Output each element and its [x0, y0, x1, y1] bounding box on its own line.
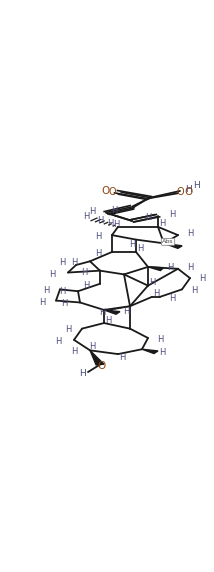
- Polygon shape: [104, 310, 120, 314]
- Text: H: H: [43, 285, 49, 295]
- Text: O: O: [176, 187, 184, 197]
- Text: H: H: [129, 240, 135, 249]
- Text: H: H: [59, 259, 65, 267]
- Text: H: H: [113, 220, 119, 229]
- Text: H: H: [71, 259, 77, 267]
- Text: H: H: [83, 212, 89, 221]
- Text: H: H: [55, 337, 61, 346]
- Text: H: H: [95, 249, 101, 258]
- Text: H: H: [137, 244, 143, 253]
- Text: H: H: [159, 348, 165, 358]
- Text: H: H: [169, 210, 175, 219]
- Text: H: H: [65, 325, 71, 334]
- Text: O: O: [184, 186, 192, 197]
- Text: H: H: [89, 206, 95, 216]
- Text: H: H: [95, 232, 101, 241]
- Text: H: H: [97, 216, 103, 225]
- Text: H: H: [199, 275, 205, 283]
- Polygon shape: [90, 350, 104, 365]
- Text: H: H: [169, 294, 175, 303]
- Text: H: H: [185, 185, 191, 194]
- Text: O: O: [108, 187, 116, 197]
- Text: H: H: [39, 297, 45, 307]
- Text: H: H: [187, 229, 193, 238]
- Polygon shape: [142, 349, 158, 353]
- Polygon shape: [148, 267, 163, 271]
- Text: H: H: [89, 342, 95, 351]
- Text: H: H: [71, 347, 77, 356]
- Text: Abs: Abs: [162, 239, 174, 244]
- Text: H: H: [145, 213, 151, 222]
- Text: H: H: [111, 206, 117, 215]
- Text: O: O: [98, 361, 106, 371]
- Text: H: H: [123, 307, 129, 316]
- Text: H: H: [119, 352, 125, 362]
- Text: H: H: [159, 220, 165, 228]
- Text: H: H: [193, 181, 199, 190]
- Text: H: H: [153, 289, 159, 299]
- Text: H: H: [149, 278, 155, 287]
- Text: O: O: [102, 186, 110, 196]
- Text: H: H: [167, 263, 173, 272]
- Text: H: H: [83, 281, 89, 290]
- Text: H: H: [81, 268, 87, 277]
- Text: H: H: [99, 308, 105, 317]
- Text: H: H: [49, 269, 55, 279]
- Text: H: H: [61, 300, 67, 308]
- Text: H: H: [79, 369, 85, 378]
- Text: H: H: [157, 335, 163, 344]
- Text: H: H: [187, 263, 193, 272]
- Text: H: H: [191, 287, 197, 295]
- Text: H: H: [59, 288, 65, 296]
- Polygon shape: [164, 243, 182, 248]
- Text: H: H: [107, 220, 113, 228]
- Text: H: H: [105, 316, 111, 324]
